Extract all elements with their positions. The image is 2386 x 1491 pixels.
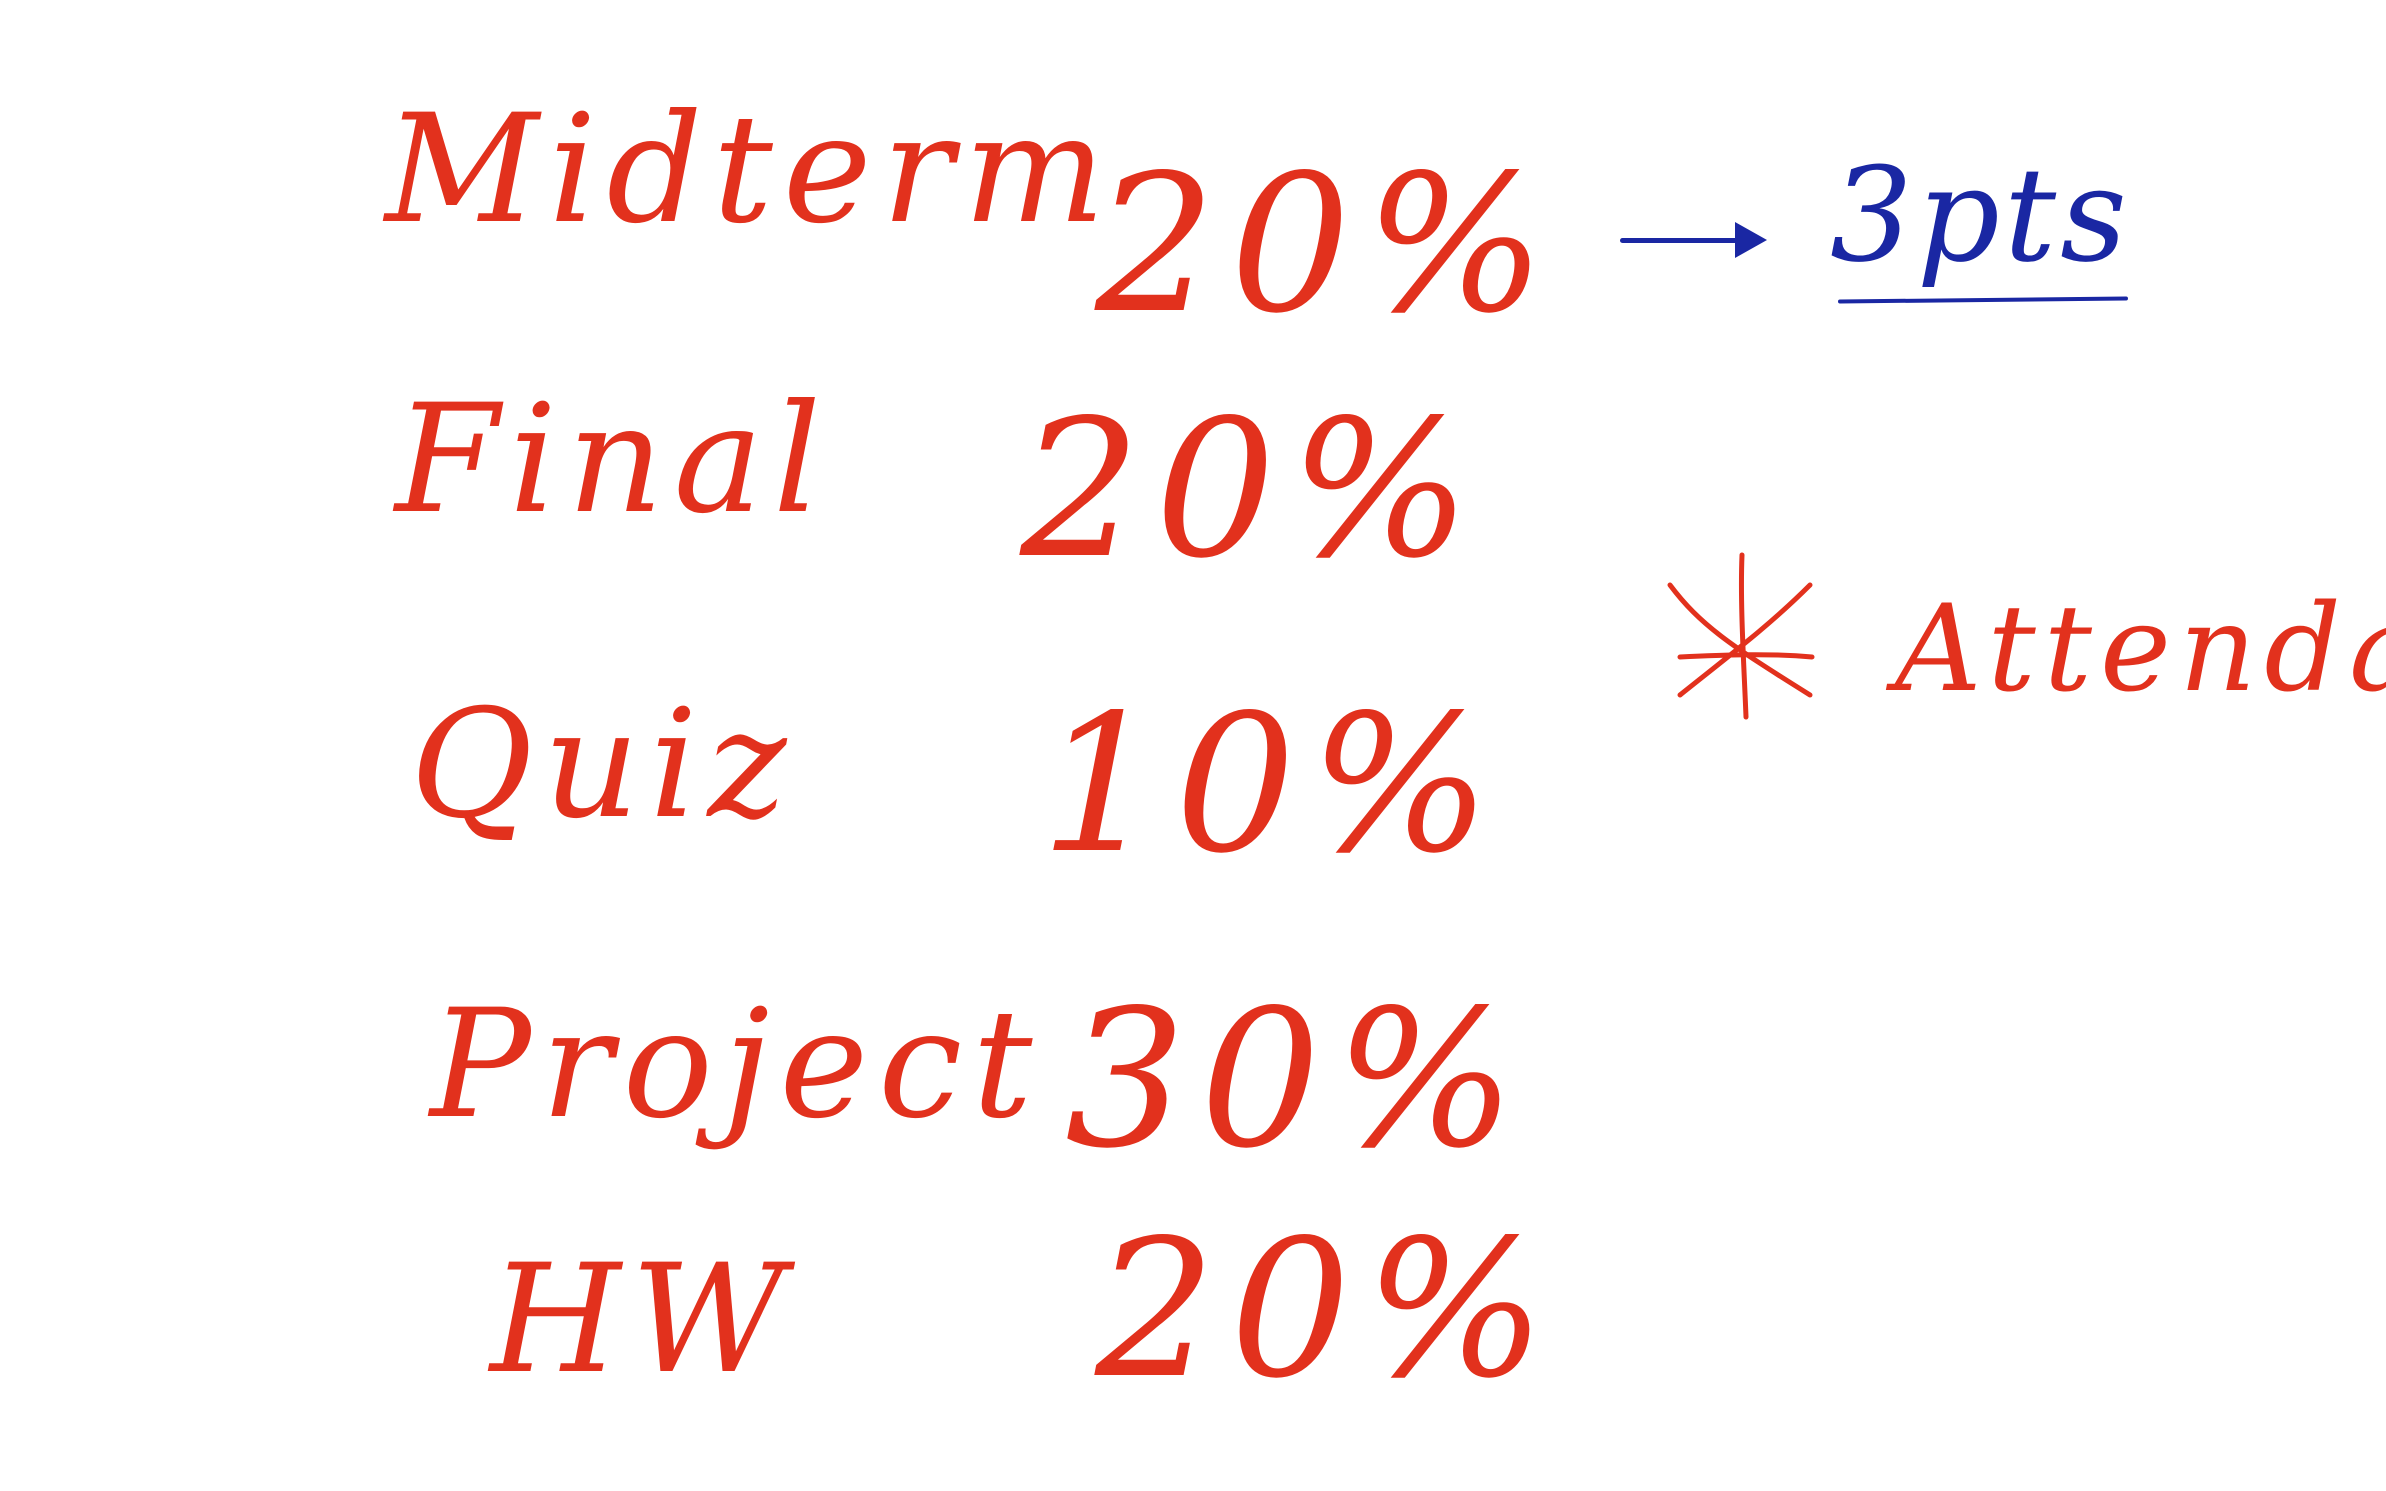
asterisk-icon [1667,552,1815,720]
project-label: Project [430,978,1043,1152]
final-percent: 20% [1020,379,1485,600]
hw-label: HW [490,1233,795,1407]
midterm-note-underline [1837,296,2129,304]
midterm-percent: 20% [1095,134,1560,355]
quiz-percent: 10% [1040,674,1505,895]
midterm-note: 3pts [1830,139,2131,291]
attendance-note: Attendance [1895,580,2386,719]
final-label: Final [395,373,832,547]
arrow-head [1735,222,1767,258]
hw-percent: 20% [1095,1199,1560,1420]
arrow-shaft [1620,238,1750,243]
quiz-label: Quiz [410,678,797,852]
midterm-label: Midterm [385,83,1116,257]
project-percent: 30% [1065,969,1530,1190]
